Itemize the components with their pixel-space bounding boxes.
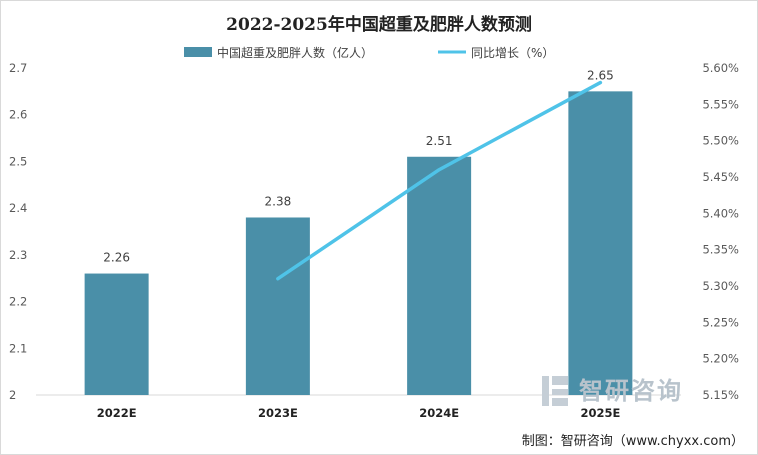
right-tick-label: 5.55% xyxy=(702,97,739,111)
x-axis: 2022E 2023E 2024E 2025E xyxy=(97,406,621,420)
left-tick-label: 2.5 xyxy=(9,154,27,168)
right-tick-label: 5.50% xyxy=(702,134,739,148)
watermark-logo xyxy=(542,376,568,406)
right-tick-label: 5.40% xyxy=(702,206,739,220)
watermark-text: 智研咨询 xyxy=(579,377,683,405)
growth-line xyxy=(276,80,603,281)
right-tick-label: 5.35% xyxy=(702,243,739,257)
left-tick-label: 2.2 xyxy=(9,295,27,309)
left-tick-label: 2.6 xyxy=(9,108,27,122)
left-tick-label: 2.1 xyxy=(9,341,27,355)
left-tick-label: 2.4 xyxy=(9,201,27,215)
bar xyxy=(407,156,472,395)
bar-data-label: 2.51 xyxy=(426,134,453,148)
left-tick-label: 2.7 xyxy=(9,61,27,75)
left-tick-label: 2.3 xyxy=(9,248,27,262)
line-series xyxy=(276,80,603,281)
legend-label-bar: 中国超重及肥胖人数（亿人） xyxy=(217,45,373,60)
right-tick-label: 5.15% xyxy=(702,388,739,402)
x-tick-label: 2024E xyxy=(419,406,459,420)
credit-text: 制图：智研咨询（www.chyxx.com） xyxy=(522,434,744,449)
bar xyxy=(568,91,633,395)
legend-swatch-bar xyxy=(184,47,212,57)
right-tick-label: 5.20% xyxy=(702,352,739,366)
x-tick-label: 2025E xyxy=(580,406,620,420)
x-tick-label: 2022E xyxy=(97,406,137,420)
watermark: 智研咨询 xyxy=(542,376,683,406)
left-tick-label: 2 xyxy=(9,388,16,402)
bar-data-label: 2.26 xyxy=(103,251,130,265)
right-tick-label: 5.45% xyxy=(702,170,739,184)
legend: 中国超重及肥胖人数（亿人） 同比增长（%） xyxy=(184,45,554,60)
left-axis: 2 2.1 2.2 2.3 2.4 2.5 2.6 2.7 xyxy=(9,61,27,402)
right-axis: 5.15% 5.20% 5.25% 5.30% 5.35% 5.40% 5.45% 5.50%… xyxy=(702,61,739,402)
bar-data-label: 2.65 xyxy=(587,68,614,82)
bar-data-label: 2.38 xyxy=(265,194,292,208)
right-tick-label: 5.25% xyxy=(702,315,739,329)
right-tick-label: 5.30% xyxy=(702,279,739,293)
bar-data-labels: 2.26 2.38 2.51 2.65 xyxy=(103,68,613,264)
x-tick-label: 2023E xyxy=(258,406,298,420)
bar-series xyxy=(84,91,633,395)
chart-title: 2022-2025年中国超重及肥胖人数预测 xyxy=(226,14,532,35)
bar xyxy=(245,217,310,395)
right-tick-label: 5.60% xyxy=(702,61,739,75)
bar xyxy=(84,273,149,395)
legend-label-line: 同比增长（%） xyxy=(471,46,554,60)
